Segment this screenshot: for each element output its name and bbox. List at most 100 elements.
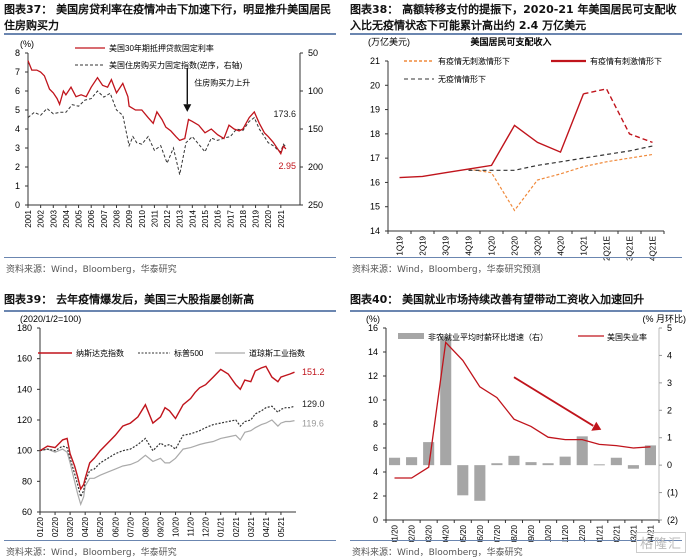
bar-wage-growth xyxy=(627,465,639,469)
x-tick-label: 04/21 xyxy=(262,516,271,537)
y-right-tick-label: (1) xyxy=(667,488,678,498)
y-axis-label-right: (% 月环比) xyxy=(643,313,687,324)
x-tick-label: 01/20 xyxy=(391,524,400,542)
x-tick-label: 05/20 xyxy=(96,516,105,537)
y-right-tick-label: 2 xyxy=(667,405,672,415)
x-tick-label: 2016 xyxy=(214,209,223,227)
legend-label: 道琼斯工业指数 xyxy=(249,348,305,358)
watermark-logo: 格隆汇 xyxy=(635,532,686,553)
y-tick-label: 7 xyxy=(15,67,20,77)
x-tick-label: 03/21 xyxy=(247,516,256,537)
chart-39-plot: (2020/1/2=100) 60 80 100 120 140 160 180 01/20 02… xyxy=(17,314,325,537)
x-tick-label: 12/20 xyxy=(202,516,211,537)
y-tick-label: 6 xyxy=(15,86,20,96)
x-tick-label: 2006 xyxy=(87,209,96,227)
y-tick-label: 4 xyxy=(15,124,20,134)
chart-panel-37: 图表37： 美国房贷利率在疫情冲击下加速下行，明显推升美国居民住房购买力 (%)… xyxy=(0,0,346,280)
x-tick-label: 03/20 xyxy=(425,524,434,542)
series-line xyxy=(39,405,295,499)
bar-wage-growth xyxy=(610,457,622,466)
y-right-tick-label: 200 xyxy=(308,162,323,172)
x-tick-label: 03/20 xyxy=(66,516,75,537)
x-tick-label: 2005 xyxy=(75,209,84,227)
x-tick-label: 11/20 xyxy=(187,516,196,536)
x-tick-label: 07/20 xyxy=(493,524,502,542)
x-tick-label: 2019 xyxy=(252,209,261,227)
y-tick-label: 1 xyxy=(15,181,20,191)
y-tick-label: 8 xyxy=(373,419,378,429)
y-tick-label: 19 xyxy=(370,105,380,115)
x-tick-label: 3Q20 xyxy=(534,235,543,255)
x-tick-label: 02/20 xyxy=(51,516,60,537)
source-divider xyxy=(350,257,682,258)
x-tick-label: 06/20 xyxy=(111,516,120,537)
bar-wage-growth xyxy=(644,445,657,466)
chart-panel-39: 图表39： 去年疫情爆发后，美国三大股指屡创新高 (2020/1/2=100) 6… xyxy=(0,290,346,559)
x-tick-label: 2015 xyxy=(201,209,210,227)
x-tick-label: 05/20 xyxy=(459,524,468,542)
x-tick-label: 2009 xyxy=(125,209,134,227)
end-label: 119.6 xyxy=(302,419,324,429)
legend-label: 有疫情有刺激情形下 xyxy=(590,56,662,66)
legend-label: 无疫情情形下 xyxy=(438,74,486,84)
x-tick-label: 3Q21E xyxy=(626,236,635,261)
bar-wage-growth xyxy=(423,442,435,466)
chart-title: 图表39： 去年疫情爆发后，美国三大股指屡创新高 xyxy=(4,293,255,306)
y-axis-label: (%) xyxy=(20,39,34,49)
bar-wage-growth xyxy=(542,463,554,466)
y-tick-label: 0 xyxy=(373,515,378,525)
y-tick-label: 16 xyxy=(368,323,378,333)
bar-wage-growth xyxy=(525,462,537,466)
y-right-tick-label: 4 xyxy=(667,350,672,360)
x-tick-label: 03/21 xyxy=(629,524,638,542)
chart-40-plot: (%) (% 月环比)0246810121416(2)(1)01234501/20… xyxy=(366,313,687,542)
series-line-forecast xyxy=(583,88,653,144)
x-tick-label: 04/20 xyxy=(81,516,90,537)
x-tick-label: 10/20 xyxy=(544,524,553,542)
source-note: 资料来源：Wind，Bloomberg，华泰研究 xyxy=(352,548,523,558)
x-tick-label: 08/20 xyxy=(141,516,150,537)
x-tick-label: 2Q21E xyxy=(603,236,612,261)
x-tick-label: 2007 xyxy=(100,209,109,227)
y-tick-label: 15 xyxy=(370,202,380,212)
x-tick-label: 10/20 xyxy=(172,516,181,537)
x-tick-label: 02/21 xyxy=(232,516,241,537)
y-axis-label: (万亿美元) xyxy=(368,36,410,47)
bar-wage-growth xyxy=(491,463,503,466)
y-right-tick-label: (2) xyxy=(667,515,678,525)
bar-wage-growth xyxy=(576,436,588,466)
x-tick-label: 2013 xyxy=(176,209,185,227)
x-tick-label: 2Q19 xyxy=(419,235,428,255)
y-tick-label: 18 xyxy=(370,129,380,139)
y-tick-label: 60 xyxy=(22,507,32,517)
y-tick-label: 6 xyxy=(373,443,378,453)
y-tick-label: 20 xyxy=(370,80,380,90)
x-tick-label: 2008 xyxy=(112,209,121,227)
trend-arrow-head-icon xyxy=(591,421,602,431)
y-tick-label: 14 xyxy=(368,347,378,357)
x-tick-label: 2018 xyxy=(239,209,248,227)
title-divider xyxy=(350,310,682,312)
y-tick-label: 10 xyxy=(368,395,378,405)
chart-37-plot: (%) 0 1 2 3 4 5 6 7 8 50 100 150 200 250 2001 2002 2003 20… xyxy=(15,39,323,228)
series-line-actual xyxy=(399,93,585,179)
bar-wage-growth xyxy=(440,336,452,466)
y-tick-label: 120 xyxy=(17,415,32,425)
chart-title: 图表37： 美国房贷利率在疫情冲击下加速下行，明显推升美国居民住房购买力 xyxy=(4,3,332,32)
x-tick-label: 2014 xyxy=(188,209,197,227)
x-tick-label: 4Q20 xyxy=(557,235,566,255)
series-line-unemployment xyxy=(394,340,651,479)
y-tick-label: 0 xyxy=(15,200,20,210)
y-axis-label: (2020/1/2=100) xyxy=(20,314,81,324)
end-label-rate: 2.95 xyxy=(278,161,296,171)
x-tick-label: 06/20 xyxy=(476,524,485,542)
legend-swatch xyxy=(398,333,424,339)
bar-wage-growth xyxy=(508,455,520,466)
y-tick-label: 5 xyxy=(15,105,20,115)
legend-label: 美国30年期抵押贷款固定利率 xyxy=(109,43,214,53)
x-tick-label: 05/21 xyxy=(277,516,286,537)
x-tick-label: 2002 xyxy=(37,209,46,227)
bar-wage-growth xyxy=(474,465,486,501)
chart-panel-38: 图表38： 高额转移支付的提振下，2020-21 年美国居民可支配收入比无疫情状… xyxy=(346,0,692,280)
bar-wage-growth xyxy=(457,465,469,496)
